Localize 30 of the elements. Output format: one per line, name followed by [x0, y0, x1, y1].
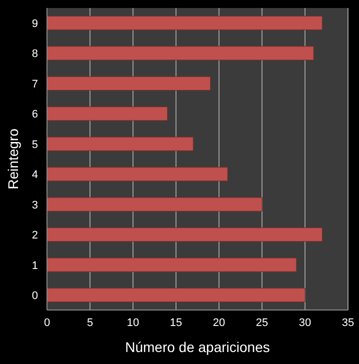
- y-tick-label: 3: [32, 199, 38, 212]
- y-tick-label: 4: [32, 169, 38, 182]
- y-tick-label: 2: [32, 230, 38, 242]
- y-tick-label: 9: [32, 18, 38, 30]
- bar: [46, 167, 228, 182]
- x-tick-label: 15: [170, 317, 182, 329]
- x-tick-label: 30: [298, 317, 312, 329]
- bar: [46, 136, 194, 151]
- bar: [46, 258, 297, 272]
- x-tick-label: 35: [342, 317, 354, 329]
- bar: [46, 76, 211, 91]
- bar: [46, 288, 306, 302]
- x-tick-label: 20: [212, 317, 226, 329]
- x-tick-label: 0: [44, 317, 50, 329]
- y-axis-title: Reintegro: [5, 128, 21, 190]
- x-tick-label: 25: [256, 317, 268, 329]
- bar: [46, 106, 168, 121]
- bar: [46, 16, 322, 30]
- x-tick-label: 5: [86, 317, 94, 329]
- bar: [46, 46, 314, 60]
- x-tick-label: 10: [126, 317, 140, 329]
- x-axis-title: Número de apariciones: [125, 339, 270, 355]
- y-tick-label: 0: [32, 290, 38, 302]
- bar: [46, 197, 262, 212]
- y-tick-label: 8: [32, 48, 38, 60]
- y-tick-label: 6: [32, 108, 38, 121]
- y-tick-label: 7: [32, 78, 38, 90]
- bar: [46, 227, 322, 242]
- y-tick-label: 1: [32, 260, 38, 272]
- y-tick-label: 5: [32, 138, 38, 151]
